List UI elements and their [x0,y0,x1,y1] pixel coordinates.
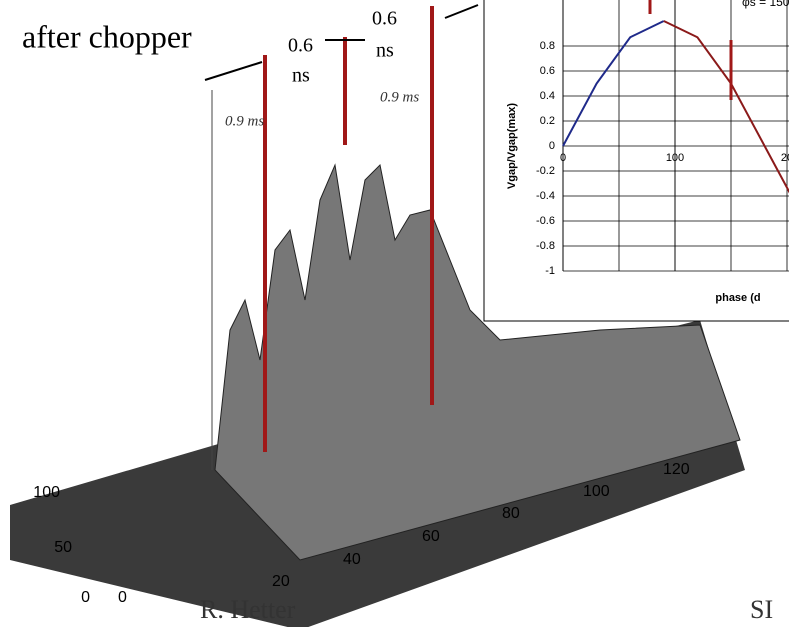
plot-area: φs = 150 phase (d [562,0,789,304]
annotation: φs = 150 [742,0,789,9]
surface-tick: 80 [502,505,520,522]
surface-tick: 60 [422,528,440,545]
x-axis-label: phase (d [715,292,760,304]
y-tick-label: 0.8 [540,40,555,52]
handwritten: 0.9 ms [380,89,419,105]
surface-tick: 20 [272,573,290,590]
series-line [562,20,665,147]
inset-chart: φs = 150 phase (d 0.8 0.6 0.4 0.2 0 -0.2 -0.4 -0.… [483,0,789,322]
gap-value: 0.6 [372,8,397,30]
surface-tick: 0 [118,589,127,606]
surface-tick: 120 [663,461,690,478]
arrow [444,4,479,19]
gap-unit: ns [376,40,394,62]
footer: SI [750,595,773,624]
x-tick-label: 0 [560,152,566,164]
x-tick-label: 20 [781,152,789,164]
y-tick-label: 0.2 [540,115,555,127]
surface-tick: 100 [33,484,60,501]
surface-tick: 100 [583,483,610,500]
surface-tick: 40 [343,551,361,568]
surface-tick: 0 [81,589,90,606]
surface-tick: 50 [54,539,72,556]
y-tick-label: -0.6 [536,215,555,227]
gap-unit: ns [292,65,310,87]
arrow [204,61,263,81]
y-tick-label: -1 [545,265,555,277]
gap-value: 0.6 [288,35,313,57]
handwritten: 0.9 ms [225,113,264,129]
y-tick-label: 0 [549,140,555,152]
x-tick-label: 100 [666,152,684,164]
y-tick-label: -0.8 [536,240,555,252]
y-axis-label: Vgap/Vgap(max) [506,103,518,190]
y-tick-label: -0.4 [536,190,555,202]
y-tick-label: 0.4 [540,90,555,102]
inset-frame [483,0,789,322]
y-tick-label: 0.6 [540,65,555,77]
surface-peaks [214,163,741,561]
footer: R. Hetter [200,595,296,624]
heading: after chopper [22,18,192,54]
y-tick-label: -0.2 [536,165,555,177]
